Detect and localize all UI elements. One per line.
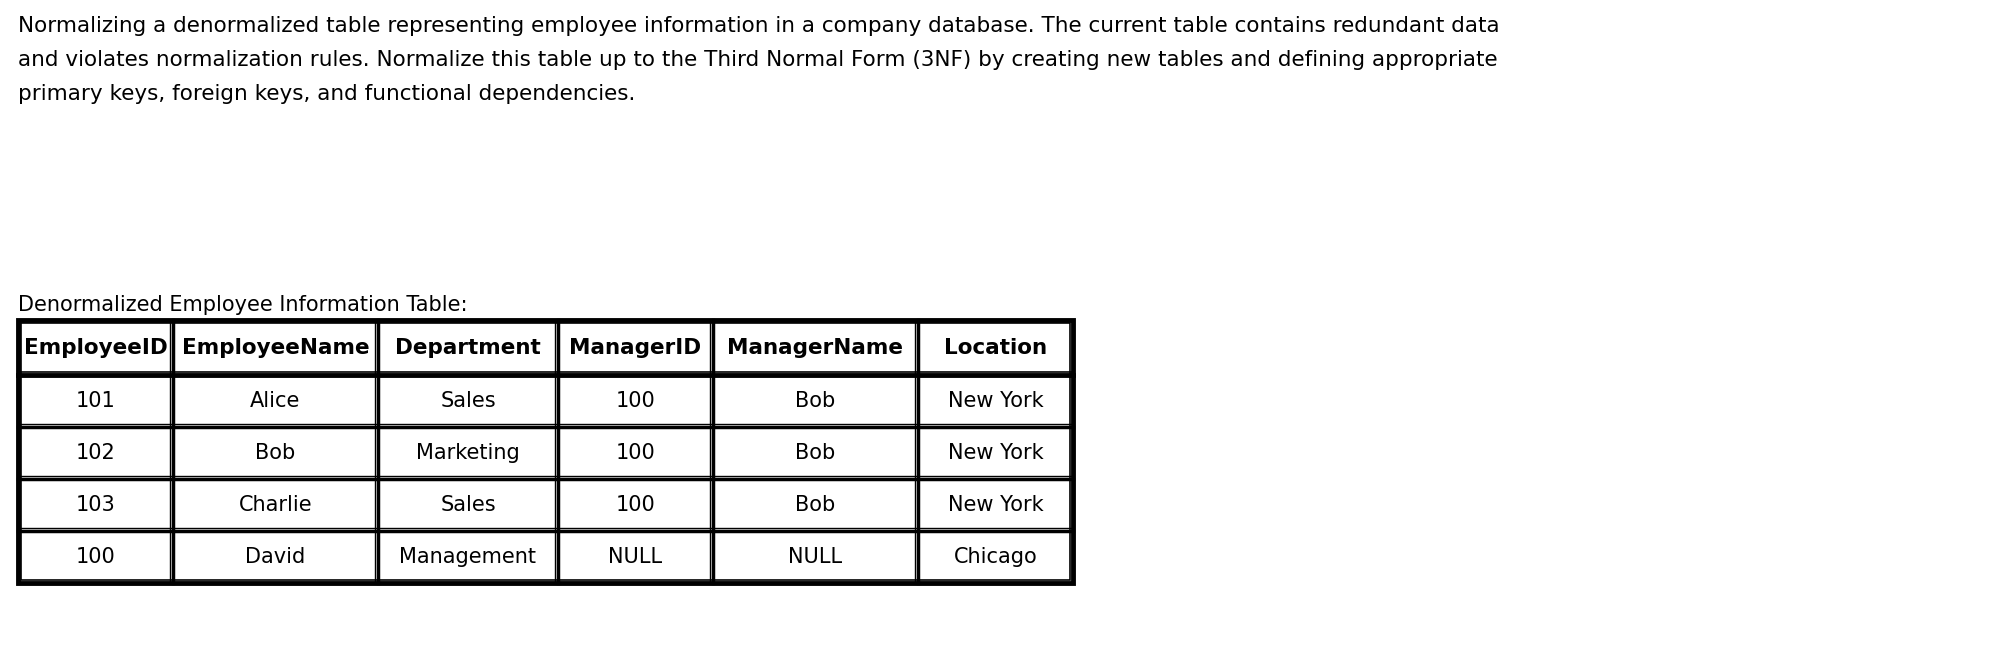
Text: Bob: Bob (796, 391, 836, 411)
Bar (379, 427, 557, 479)
Text: 103: 103 (76, 495, 116, 515)
Text: EmployeeID: EmployeeID (24, 337, 168, 358)
Text: Department: Department (395, 337, 541, 358)
Text: New York: New York (948, 391, 1044, 411)
Text: Management: Management (399, 547, 537, 567)
Bar (379, 531, 557, 583)
Text: Alice: Alice (250, 391, 301, 411)
Text: 100: 100 (615, 443, 655, 463)
Text: New York: New York (948, 443, 1044, 463)
Text: 100: 100 (615, 391, 655, 411)
Text: Normalizing a denormalized table representing employee information in a company : Normalizing a denormalized table represe… (18, 16, 1499, 36)
Bar (379, 375, 557, 427)
Text: NULL: NULL (788, 547, 842, 567)
Bar (379, 479, 557, 531)
Text: ManagerName: ManagerName (727, 337, 904, 358)
Bar (713, 320, 918, 375)
Text: Bob: Bob (796, 443, 836, 463)
Bar (172, 531, 379, 583)
Bar (918, 479, 1072, 531)
Bar (172, 320, 379, 375)
Bar (713, 479, 918, 531)
Text: ManagerID: ManagerID (569, 337, 701, 358)
Bar (557, 427, 713, 479)
Text: Charlie: Charlie (238, 495, 313, 515)
Bar (18, 320, 172, 375)
Text: and violates normalization rules. Normalize this table up to the Third Normal Fo: and violates normalization rules. Normal… (18, 50, 1497, 70)
Bar (18, 375, 172, 427)
Text: Sales: Sales (441, 391, 495, 411)
Text: 102: 102 (76, 443, 116, 463)
Bar (918, 531, 1072, 583)
Text: Sales: Sales (441, 495, 495, 515)
Bar (713, 375, 918, 427)
Text: Bob: Bob (796, 495, 836, 515)
Text: EmployeeName: EmployeeName (182, 337, 369, 358)
Bar (557, 375, 713, 427)
Bar (713, 531, 918, 583)
Bar (18, 479, 172, 531)
Text: Bob: Bob (255, 443, 297, 463)
Bar (557, 320, 713, 375)
Bar (918, 427, 1072, 479)
Bar (918, 320, 1072, 375)
Text: 100: 100 (76, 547, 116, 567)
Text: primary keys, foreign keys, and functional dependencies.: primary keys, foreign keys, and function… (18, 84, 635, 104)
Bar (713, 427, 918, 479)
Bar (20, 323, 1070, 580)
Text: Location: Location (944, 337, 1046, 358)
Bar (172, 375, 379, 427)
Text: Marketing: Marketing (417, 443, 519, 463)
Text: New York: New York (948, 495, 1044, 515)
Bar (918, 375, 1072, 427)
Text: NULL: NULL (609, 547, 663, 567)
Bar (18, 531, 172, 583)
Bar (172, 479, 379, 531)
Text: 101: 101 (76, 391, 116, 411)
Bar (379, 320, 557, 375)
Text: Denormalized Employee Information Table:: Denormalized Employee Information Table: (18, 295, 467, 315)
Text: Chicago: Chicago (954, 547, 1038, 567)
Text: David: David (244, 547, 307, 567)
Bar (18, 320, 1072, 583)
Bar (172, 427, 379, 479)
Bar (557, 479, 713, 531)
Bar (557, 531, 713, 583)
Bar (18, 427, 172, 479)
Text: 100: 100 (615, 495, 655, 515)
